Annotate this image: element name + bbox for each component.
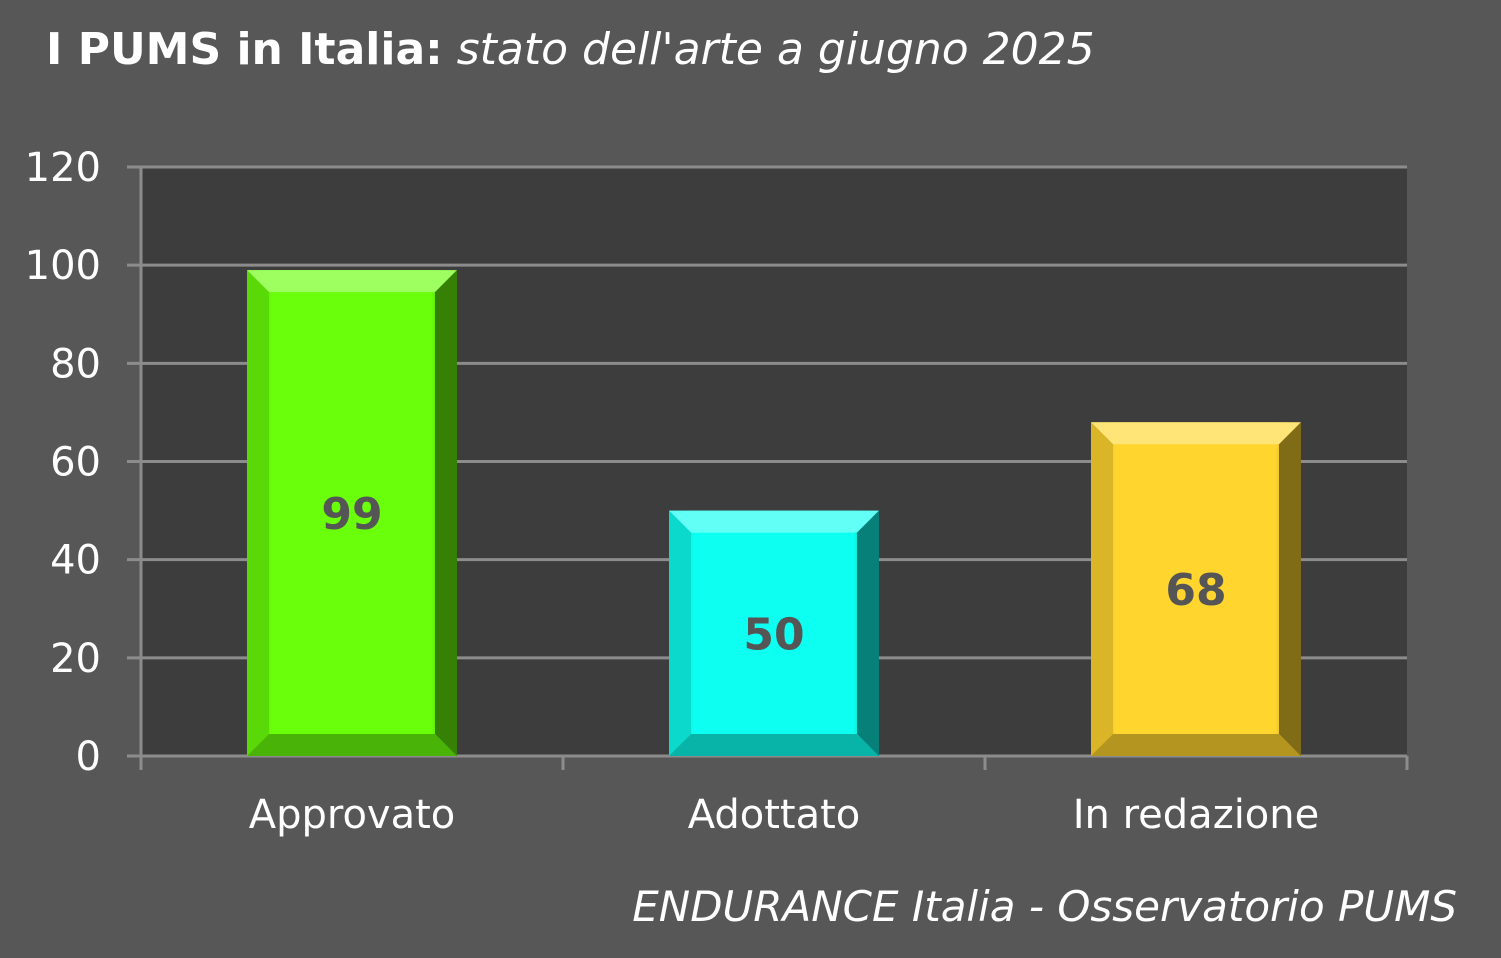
axes bbox=[139, 167, 1409, 770]
chart-title-bold: I PUMS in Italia: bbox=[46, 24, 443, 75]
category-label: In redazione bbox=[1073, 792, 1319, 838]
chart-title: I PUMS in Italia: stato dell'arte a giug… bbox=[46, 20, 1095, 80]
chart-title-italic: stato dell'arte a giugno 2025 bbox=[456, 24, 1095, 75]
data-label: 99 bbox=[321, 489, 382, 540]
source-note: ENDURANCE Italia - Osservatorio PUMS bbox=[632, 882, 1457, 931]
bar-bevel-left bbox=[1091, 422, 1113, 756]
bar-body bbox=[669, 510, 879, 756]
data-label: 50 bbox=[743, 609, 804, 660]
bar-2: 50 bbox=[669, 510, 879, 756]
y-tick-label: 120 bbox=[25, 145, 101, 191]
bar-bevel-right bbox=[435, 270, 457, 756]
bar-bevel-top bbox=[1091, 422, 1301, 445]
bar-bevel-left bbox=[669, 510, 691, 756]
y-tick-label: 20 bbox=[50, 636, 101, 682]
bar-body bbox=[1091, 422, 1301, 756]
category-label: Approvato bbox=[249, 792, 456, 838]
y-tick-labels: 0 20 40 60 80 100 120 bbox=[25, 145, 101, 780]
category-label: Adottato bbox=[688, 792, 861, 838]
bar-bevel-left bbox=[247, 270, 269, 756]
y-tick-label: 60 bbox=[50, 440, 101, 486]
bar-bevel-bottom bbox=[669, 734, 879, 756]
y-tick-label: 0 bbox=[76, 734, 101, 780]
bar-bevel-bottom bbox=[247, 734, 457, 756]
y-tick-label: 40 bbox=[50, 538, 101, 584]
bar-bevel-right bbox=[857, 510, 879, 756]
bar-bevel-bottom bbox=[1091, 734, 1301, 756]
bar-3: 68 bbox=[1091, 422, 1301, 756]
data-label: 68 bbox=[1165, 565, 1226, 616]
bar-bevel-top bbox=[669, 510, 879, 533]
y-tick-label: 100 bbox=[25, 243, 101, 289]
bars: 99 50 68 bbox=[247, 270, 1301, 756]
category-labels: Approvato Adottato In redazione bbox=[249, 792, 1320, 838]
bar-body bbox=[247, 270, 457, 756]
bar-bevel-right bbox=[1279, 422, 1301, 756]
y-tick-label: 80 bbox=[50, 341, 101, 387]
bar-1: 99 bbox=[247, 270, 457, 756]
bar-bevel-top bbox=[247, 270, 457, 293]
